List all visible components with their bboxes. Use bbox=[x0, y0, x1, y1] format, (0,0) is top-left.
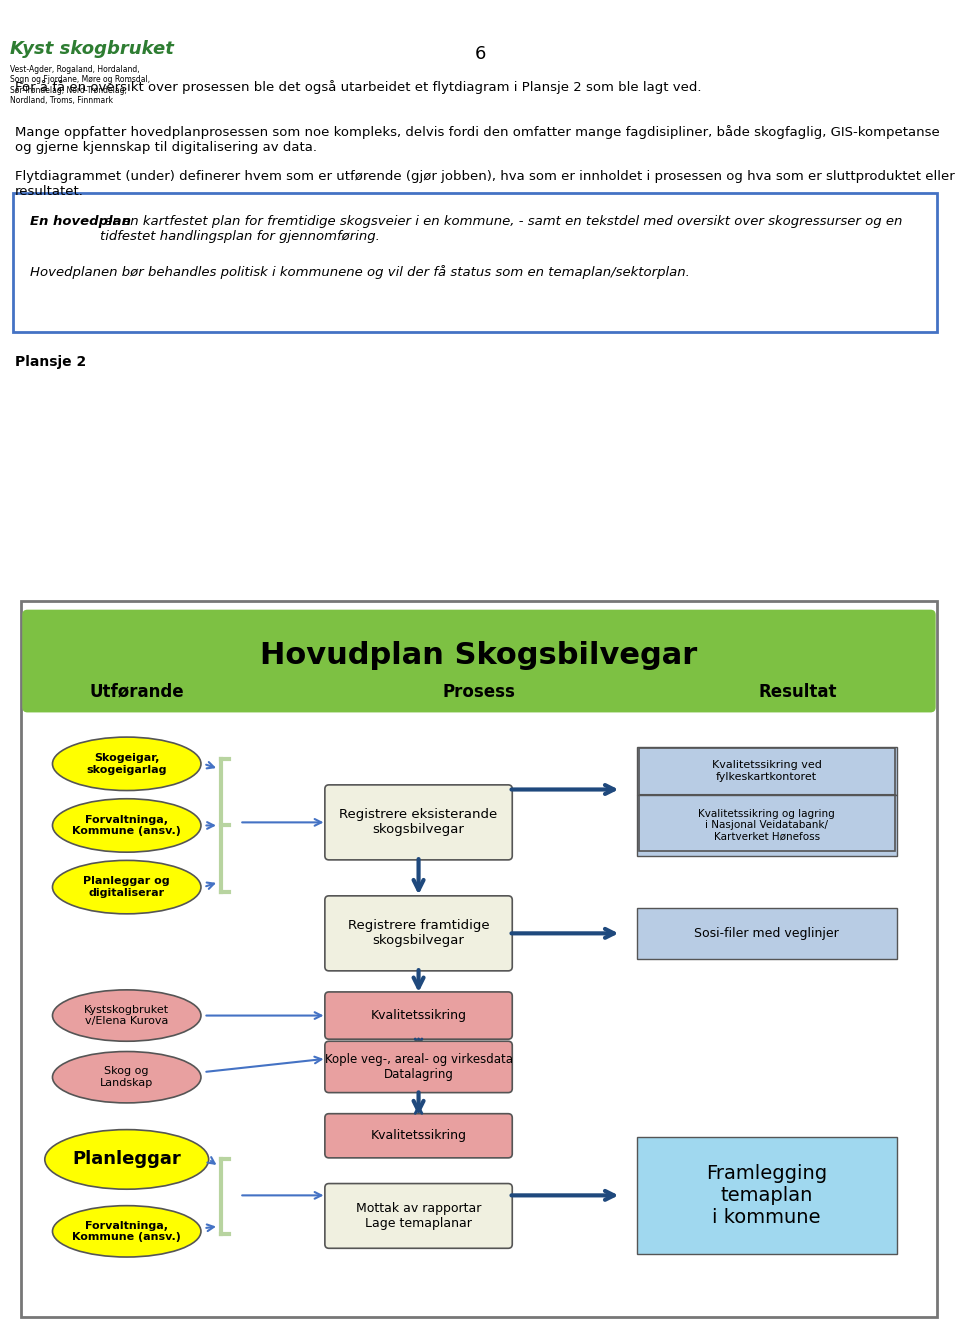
FancyBboxPatch shape bbox=[324, 1114, 513, 1158]
FancyBboxPatch shape bbox=[21, 602, 937, 1316]
Text: Forvaltninga,
Kommune (ansv.): Forvaltninga, Kommune (ansv.) bbox=[72, 815, 181, 836]
Ellipse shape bbox=[53, 990, 201, 1042]
Text: Kople veg-, areal- og virkesdata
Datalagring: Kople veg-, areal- og virkesdata Datalag… bbox=[324, 1052, 513, 1082]
FancyBboxPatch shape bbox=[636, 908, 897, 959]
Text: Forvaltninga,
Kommune (ansv.): Forvaltninga, Kommune (ansv.) bbox=[72, 1220, 181, 1243]
Ellipse shape bbox=[53, 1051, 201, 1103]
Text: Kvalitetssikring: Kvalitetssikring bbox=[371, 1010, 467, 1022]
FancyBboxPatch shape bbox=[636, 1136, 897, 1253]
FancyBboxPatch shape bbox=[324, 992, 513, 1039]
Text: Plansje 2: Plansje 2 bbox=[15, 354, 86, 369]
FancyBboxPatch shape bbox=[636, 747, 897, 795]
Ellipse shape bbox=[53, 737, 201, 790]
Text: er en kartfestet plan for fremtidige skogsveier i en kommune, - samt en tekstdel: er en kartfestet plan for fremtidige sko… bbox=[100, 214, 902, 242]
Text: 6: 6 bbox=[474, 45, 486, 63]
Ellipse shape bbox=[53, 1205, 201, 1257]
Text: Framlegging
temaplan
i kommune: Framlegging temaplan i kommune bbox=[707, 1164, 828, 1227]
FancyBboxPatch shape bbox=[636, 795, 897, 855]
Text: Flytdiagrammet (under) definerer hvem som er utførende (gjør jobben), hva som er: Flytdiagrammet (under) definerer hvem so… bbox=[15, 169, 955, 198]
Text: Resultat: Resultat bbox=[758, 683, 837, 701]
Text: For å få en oversikt over prosessen ble det også utarbeidet et flytdiagram i Pla: For å få en oversikt over prosessen ble … bbox=[15, 80, 702, 93]
Text: Registrere framtidige
skogsbilvegar: Registrere framtidige skogsbilvegar bbox=[348, 919, 490, 947]
Text: Kvalitetssikring: Kvalitetssikring bbox=[371, 1130, 467, 1143]
Text: Kvalitetssikring ved
fylkeskartkontoret: Kvalitetssikring ved fylkeskartkontoret bbox=[711, 761, 822, 782]
Text: Prosess: Prosess bbox=[443, 683, 516, 701]
Text: Utførande: Utførande bbox=[89, 683, 184, 701]
Text: Hovudplan Skogsbilvegar: Hovudplan Skogsbilvegar bbox=[260, 642, 698, 670]
Text: Registrere eksisterande
skogsbilvegar: Registrere eksisterande skogsbilvegar bbox=[340, 809, 497, 836]
Text: Hovedplanen bør behandles politisk i kommunene og vil der få status som en temap: Hovedplanen bør behandles politisk i kom… bbox=[30, 265, 690, 278]
Text: Vest-Agder, Rogaland, Hordaland,
Sogn og Fjordane, Møre og Romsdal,
Sør-Trøndela: Vest-Agder, Rogaland, Hordaland, Sogn og… bbox=[10, 65, 150, 105]
Text: Skogeigar,
skogeigarlag: Skogeigar, skogeigarlag bbox=[86, 753, 167, 775]
Text: Sosi-filer med veglinjer: Sosi-filer med veglinjer bbox=[694, 927, 839, 940]
FancyBboxPatch shape bbox=[324, 1042, 513, 1092]
Ellipse shape bbox=[45, 1130, 208, 1189]
Text: Mange oppfatter hovedplanprosessen som noe kompleks, delvis fordi den omfatter m: Mange oppfatter hovedplanprosessen som n… bbox=[15, 125, 940, 153]
Text: Planleggar: Planleggar bbox=[72, 1151, 181, 1168]
Text: Mottak av rapportar
Lage temaplanar: Mottak av rapportar Lage temaplanar bbox=[356, 1201, 481, 1229]
Text: Kvalitetssikring og lagring
i Nasjonal Veidatabank/
Kartverket Hønefoss: Kvalitetssikring og lagring i Nasjonal V… bbox=[698, 809, 835, 842]
FancyBboxPatch shape bbox=[13, 193, 937, 332]
Ellipse shape bbox=[53, 799, 201, 852]
Text: En hovedplan: En hovedplan bbox=[30, 214, 131, 228]
FancyBboxPatch shape bbox=[22, 610, 936, 713]
Text: Kyst skogbruket: Kyst skogbruket bbox=[10, 40, 174, 59]
Text: Planleggar og
digitaliserar: Planleggar og digitaliserar bbox=[84, 876, 170, 898]
FancyBboxPatch shape bbox=[324, 785, 513, 860]
FancyBboxPatch shape bbox=[324, 896, 513, 971]
Text: Kystskogbruket
v/Elena Kurova: Kystskogbruket v/Elena Kurova bbox=[84, 1004, 169, 1027]
Ellipse shape bbox=[53, 860, 201, 914]
Text: Skog og
Landskap: Skog og Landskap bbox=[100, 1067, 154, 1088]
FancyBboxPatch shape bbox=[324, 1184, 513, 1248]
